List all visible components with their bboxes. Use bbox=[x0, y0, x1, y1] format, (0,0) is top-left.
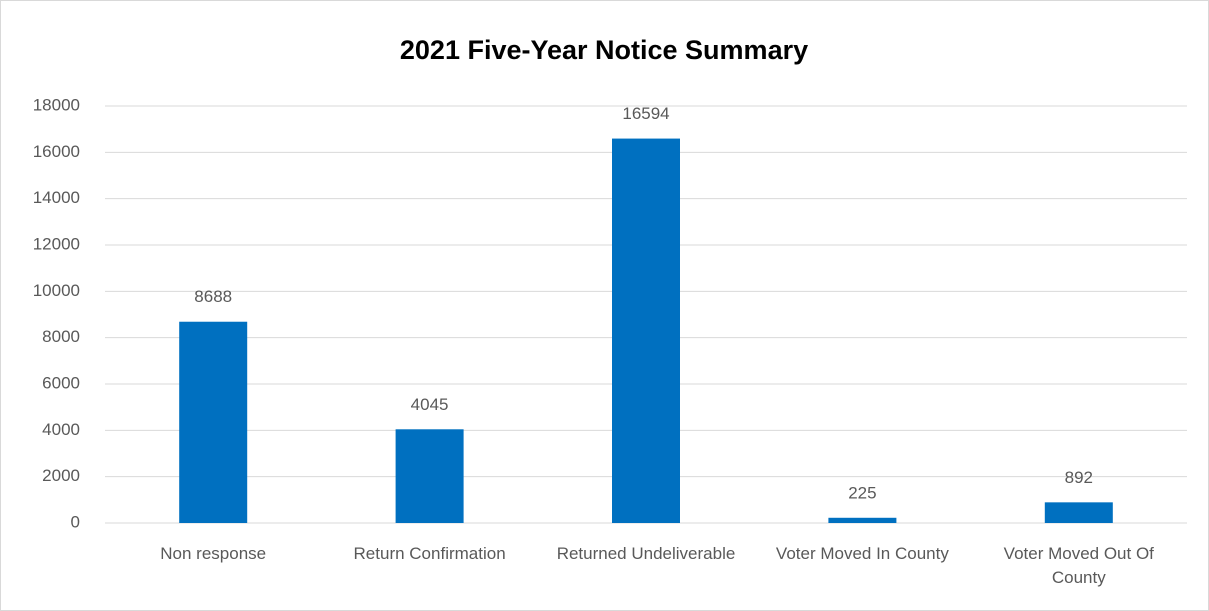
data-label: 4045 bbox=[411, 395, 449, 414]
y-tick-label: 2000 bbox=[42, 466, 80, 485]
bar bbox=[612, 138, 680, 523]
chart-title: 2021 Five-Year Notice Summary bbox=[400, 35, 808, 65]
bar bbox=[828, 517, 897, 523]
x-tick-label: Returned Undeliverable bbox=[556, 544, 736, 563]
data-label: 892 bbox=[1065, 468, 1093, 487]
data-label: 8688 bbox=[194, 287, 232, 306]
y-tick-label: 0 bbox=[71, 512, 80, 531]
y-tick-label: 6000 bbox=[42, 373, 80, 392]
y-tick-label: 18000 bbox=[33, 95, 80, 114]
y-tick-label: 10000 bbox=[33, 281, 80, 300]
y-tick-label: 16000 bbox=[33, 142, 80, 161]
x-tick-label: Voter Moved In County bbox=[775, 544, 949, 563]
x-tick-label: Non response bbox=[160, 544, 267, 563]
x-tick-label: Return Confirmation bbox=[353, 544, 506, 563]
data-label: 225 bbox=[848, 483, 876, 502]
bar bbox=[395, 429, 464, 523]
y-tick-label: 4000 bbox=[42, 420, 80, 439]
y-tick-label: 12000 bbox=[33, 234, 80, 253]
data-label: 16594 bbox=[622, 104, 669, 123]
y-tick-label: 8000 bbox=[42, 327, 80, 346]
bar bbox=[179, 321, 248, 523]
y-tick-label: 14000 bbox=[33, 188, 80, 207]
bar bbox=[1044, 502, 1113, 523]
x-tick-label: Voter Moved Out Of County bbox=[1003, 544, 1154, 587]
